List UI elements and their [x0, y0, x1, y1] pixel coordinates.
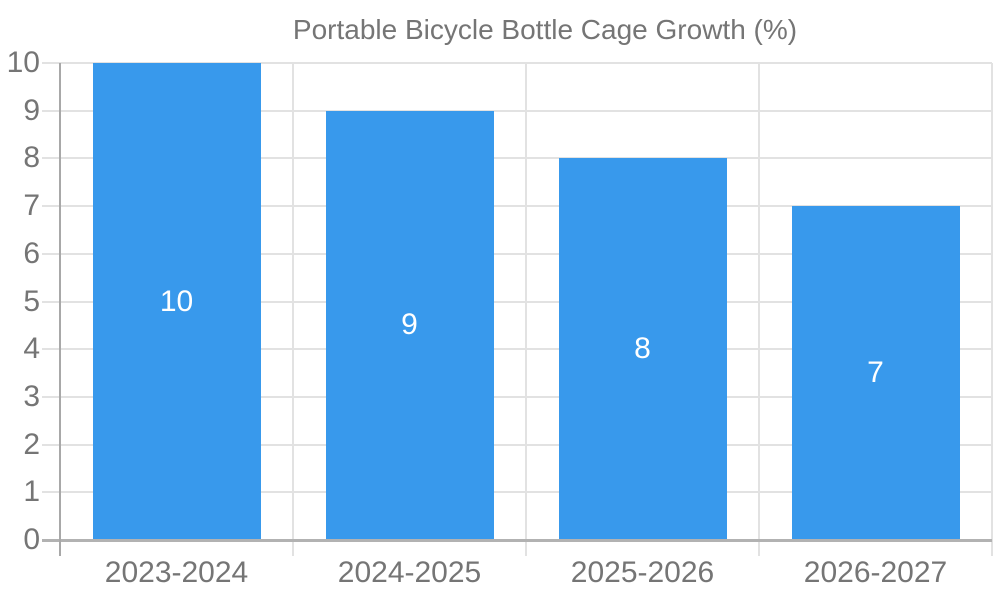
- h-gridline: [42, 300, 992, 303]
- y-tick-label: 6: [23, 236, 40, 270]
- x-tick-label: 2023-2024: [104, 556, 249, 589]
- x-tick-label: 2024-2025: [337, 556, 482, 589]
- h-gridline: [42, 348, 992, 351]
- bar: [325, 110, 494, 540]
- v-gridline: [525, 63, 527, 556]
- y-tick-label: 3: [23, 379, 40, 413]
- bar-value-label: 9: [401, 308, 418, 342]
- chart-legend: Portable Bicycle Bottle Cage Growth (%): [0, 16, 1000, 44]
- x-axis-baseline: [42, 539, 992, 542]
- v-gridline: [292, 63, 294, 556]
- bar: [558, 158, 727, 540]
- h-gridline: [42, 109, 992, 112]
- bar-value-label: 8: [634, 332, 651, 366]
- h-gridline: [42, 62, 992, 64]
- x-tick-label: 2026-2027: [803, 556, 948, 589]
- bar: [791, 206, 960, 540]
- y-tick-label: 4: [23, 332, 40, 366]
- h-gridline: [42, 443, 992, 446]
- x-tick-label: 2025-2026: [570, 556, 715, 589]
- bar-value-label: 7: [867, 356, 884, 390]
- y-tick-label: 7: [23, 189, 40, 223]
- h-gridline: [42, 395, 992, 398]
- v-gridline: [758, 63, 760, 556]
- y-tick-label: 10: [6, 46, 40, 79]
- y-tick-label: 1: [23, 475, 40, 509]
- legend-label: Portable Bicycle Bottle Cage Growth (%): [292, 14, 798, 45]
- v-gridline: [991, 63, 993, 556]
- y-tick-label: 2: [23, 427, 40, 461]
- h-gridline: [42, 205, 992, 208]
- y-tick-label: 5: [23, 284, 40, 318]
- bar: [92, 63, 261, 540]
- bar-value-label: 10: [159, 284, 194, 318]
- y-tick-label: 0: [23, 523, 40, 556]
- y-tick-label: 8: [23, 141, 40, 175]
- y-axis-line: [59, 63, 61, 556]
- h-gridline: [42, 252, 992, 255]
- h-gridline: [42, 157, 992, 160]
- y-tick-label: 9: [23, 93, 40, 127]
- h-gridline: [42, 491, 992, 494]
